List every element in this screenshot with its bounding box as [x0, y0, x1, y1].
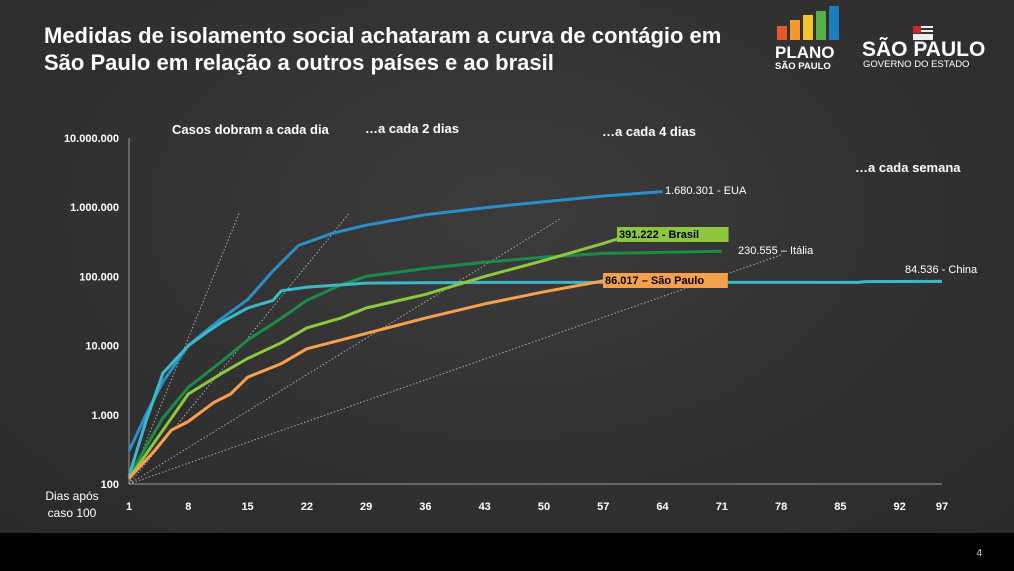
x-tick-label: 36: [419, 501, 431, 513]
plano-sao-paulo-logo: PLANO SÃO PAULO: [775, 6, 839, 72]
x-tick-label: 43: [479, 501, 491, 513]
series-line-eua: [127, 190, 663, 452]
chart: 100 1.000 10.000 100.000 1.000.000 10.000.000…: [45, 121, 978, 520]
data-label: 230.555 – Itália: [738, 245, 814, 257]
svg-text:PLANO: PLANO: [775, 43, 835, 62]
page-number: 4: [976, 548, 982, 559]
series-line-china: [127, 279, 943, 477]
guide-line: [128, 217, 562, 485]
x-tick-label: 57: [597, 501, 609, 513]
x-tick-label: 64: [656, 501, 669, 513]
data-label: 86.017 – São Paulo: [605, 275, 704, 287]
data-label-bg: [617, 227, 729, 242]
slide-title: Medidas de isolamento social achataram a…: [44, 23, 722, 75]
y-tick-label: 10.000: [85, 341, 119, 353]
y-tick-label: 1.000: [91, 410, 119, 422]
y-tick-label: 10.000.000: [64, 133, 119, 145]
x-tick-label: 97: [936, 501, 948, 513]
data-label: 84.536 - China: [905, 264, 978, 276]
y-tick-label: 100.000: [79, 271, 119, 283]
x-tick-label: 78: [775, 501, 787, 513]
svg-text:GOVERNO DO ESTADO: GOVERNO DO ESTADO: [863, 59, 969, 70]
x-tick-label: 8: [185, 501, 191, 513]
series-line-são-paulo: [127, 279, 604, 480]
guide-label: …a cada semana: [855, 160, 961, 175]
governo-sp-logo: SÃO PAULO GOVERNO DO ESTADO: [862, 26, 985, 70]
data-label-bg: [603, 273, 728, 288]
svg-text:SÃO PAULO: SÃO PAULO: [862, 38, 985, 61]
y-tick-label: 1.000.000: [70, 202, 119, 214]
x-tick-label: 15: [241, 501, 253, 513]
x-tick-label: 71: [716, 501, 728, 513]
x-tick-label: 92: [894, 501, 906, 513]
x-tick-label: 29: [360, 501, 372, 513]
data-label: 1.680.301 - EUA: [665, 185, 747, 197]
slide: Medidas de isolamento social achataram a…: [0, 0, 1014, 533]
x-axis-label: Dias após: [45, 489, 98, 503]
x-tick-label: 85: [834, 501, 846, 513]
x-tick-label: 1: [126, 501, 132, 513]
x-tick-label: 22: [301, 501, 313, 513]
data-label: 391.222 - Brasil: [619, 229, 699, 241]
x-tick-label: 50: [538, 501, 550, 513]
guide-label: …a cada 4 dias: [602, 124, 696, 139]
guide-label: …a cada 2 dias: [365, 121, 459, 136]
series-line-itália: [127, 249, 722, 477]
series-line-brasil: [127, 233, 630, 480]
svg-text:SÃO PAULO: SÃO PAULO: [775, 61, 831, 72]
guide-label: Casos dobram a cada dia: [172, 122, 330, 137]
x-axis-label: caso 100: [48, 506, 97, 520]
y-tick-label: 100: [101, 479, 119, 491]
guide-line: [128, 212, 350, 485]
